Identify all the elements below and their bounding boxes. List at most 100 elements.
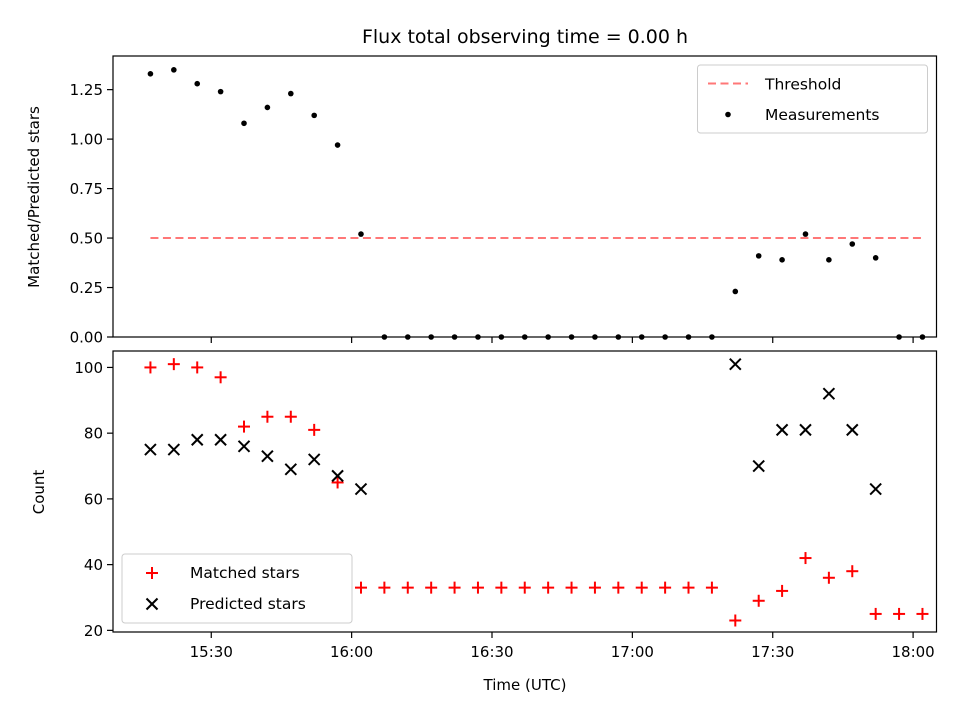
matched-star-point: [471, 581, 484, 594]
legend-x-marker: [145, 597, 159, 611]
measurement-point: [872, 255, 879, 261]
predicted-star-point: [167, 443, 181, 456]
bottom-y-tick-label: 40: [84, 556, 103, 574]
matched-star-point: [401, 581, 414, 594]
x-tick-label: 15:30: [190, 643, 233, 661]
matched-star-point: [191, 361, 204, 374]
top-y-axis-label: Matched/Predicted stars: [25, 106, 43, 288]
matched-star-point: [448, 581, 461, 594]
predicted-star-point: [261, 449, 274, 463]
predicted-star-point: [331, 469, 344, 483]
measurement-point: [147, 71, 154, 77]
matched-star-point: [799, 552, 812, 565]
bottom-y-axis-label: Count: [30, 470, 48, 515]
measurement-point: [732, 288, 739, 295]
matched-star-point: [261, 410, 274, 423]
top-legend-box: [697, 64, 928, 134]
matched-star-point: [214, 371, 227, 384]
measurement-point: [194, 80, 201, 87]
matched-star-point: [705, 581, 718, 594]
bottom-y-tick-label: 20: [84, 622, 103, 640]
matched-star-point: [565, 581, 578, 594]
matched-star-point: [331, 476, 344, 489]
measurement-point: [241, 120, 247, 127]
measurement-point: [826, 257, 832, 263]
measurement-point: [217, 88, 224, 95]
matched-star-point: [518, 581, 531, 594]
matched-star-point: [635, 581, 648, 594]
predicted-star-point: [799, 423, 812, 437]
measurement-point: [311, 112, 317, 119]
matched-star-point: [308, 423, 321, 436]
top-legend: Threshold Measurements: [697, 64, 928, 134]
measurement-point: [171, 67, 177, 73]
matched-star-point: [144, 361, 157, 374]
top-y-tick-label: 0.50: [70, 230, 103, 248]
matched-star-point: [729, 614, 742, 627]
predicted-star-point: [822, 387, 836, 400]
matched-star-point: [284, 410, 297, 423]
measurement-point: [755, 253, 762, 259]
measurement-point: [288, 90, 294, 97]
bottom-legend: Matched stars Predicted stars: [121, 553, 353, 624]
x-tick-label: 17:00: [611, 643, 654, 661]
predicted-star-point: [752, 459, 765, 473]
predicted-star-point: [729, 357, 742, 371]
matched-star-point: [916, 607, 929, 620]
bottom-y-tick-label: 60: [84, 490, 103, 508]
legend-threshold-label: Threshold: [764, 76, 841, 94]
matched-star-point: [495, 581, 508, 594]
measurements-series: [147, 67, 926, 340]
matched-stars-series: [144, 358, 929, 627]
predicted-star-point: [354, 482, 368, 496]
bottom-y-axis: 20 40 60 80 100: [74, 359, 113, 640]
predicted-star-point: [284, 463, 298, 476]
top-x-axis: [210, 337, 914, 343]
legend-matched-label: Matched stars: [190, 564, 300, 582]
measurement-point: [264, 104, 271, 111]
predicted-star-point: [307, 453, 321, 466]
legend-predicted-swatch: [145, 597, 159, 611]
measurement-point: [849, 241, 856, 247]
flux-ratio-panel: 0.00 0.25 0.50 0.75 1.00 1.25 Matched/Predict…: [25, 55, 938, 347]
matched-star-point: [869, 607, 882, 620]
top-y-tick-label: 0.25: [70, 279, 103, 297]
legend-predicted-label: Predicted stars: [190, 595, 306, 613]
matched-star-point: [238, 420, 251, 433]
matched-star-point: [588, 581, 601, 594]
predicted-star-point: [144, 443, 157, 456]
bottom-plot-frame: [112, 350, 938, 633]
matched-star-point: [167, 358, 180, 371]
predicted-stars-series: [144, 357, 882, 496]
matched-star-point: [659, 581, 672, 594]
matched-star-point: [893, 607, 906, 620]
matched-star-point: [378, 581, 391, 594]
bottom-y-tick-label: 100: [74, 359, 103, 377]
measurement-point: [334, 142, 341, 148]
matched-star-point: [822, 571, 835, 584]
matched-star-point: [846, 565, 859, 578]
predicted-star-point: [237, 440, 251, 453]
x-axis-label: Time (UTC): [483, 676, 567, 694]
top-y-axis: 0.00 0.25 0.50 0.75 1.00 1.25: [70, 81, 113, 347]
legend-matched-swatch: [146, 567, 158, 579]
matched-star-point: [542, 581, 555, 594]
top-y-tick-label: 1.25: [70, 81, 103, 99]
bottom-y-tick-label: 80: [84, 425, 103, 443]
matched-star-point: [776, 584, 789, 597]
bottom-legend-box: [121, 553, 353, 624]
matched-star-point: [425, 581, 438, 594]
star-count-panel: 20 40 60 80 100 15:30 16:00 16:30 17:00 17:30 18:…: [30, 350, 938, 694]
predicted-star-point: [775, 423, 789, 437]
matched-star-point: [354, 581, 367, 594]
predicted-star-point: [214, 433, 227, 446]
measurement-point: [802, 231, 809, 237]
top-y-tick-label: 1.00: [70, 131, 103, 149]
legend-measurements-label: Measurements: [765, 106, 880, 124]
matched-star-point: [752, 594, 765, 607]
matched-star-point: [682, 581, 695, 594]
top-plot-frame: [112, 55, 938, 338]
predicted-star-point: [846, 423, 859, 437]
bottom-x-axis: 15:30 16:00 16:30 17:00 17:30 18:00: [190, 632, 935, 661]
